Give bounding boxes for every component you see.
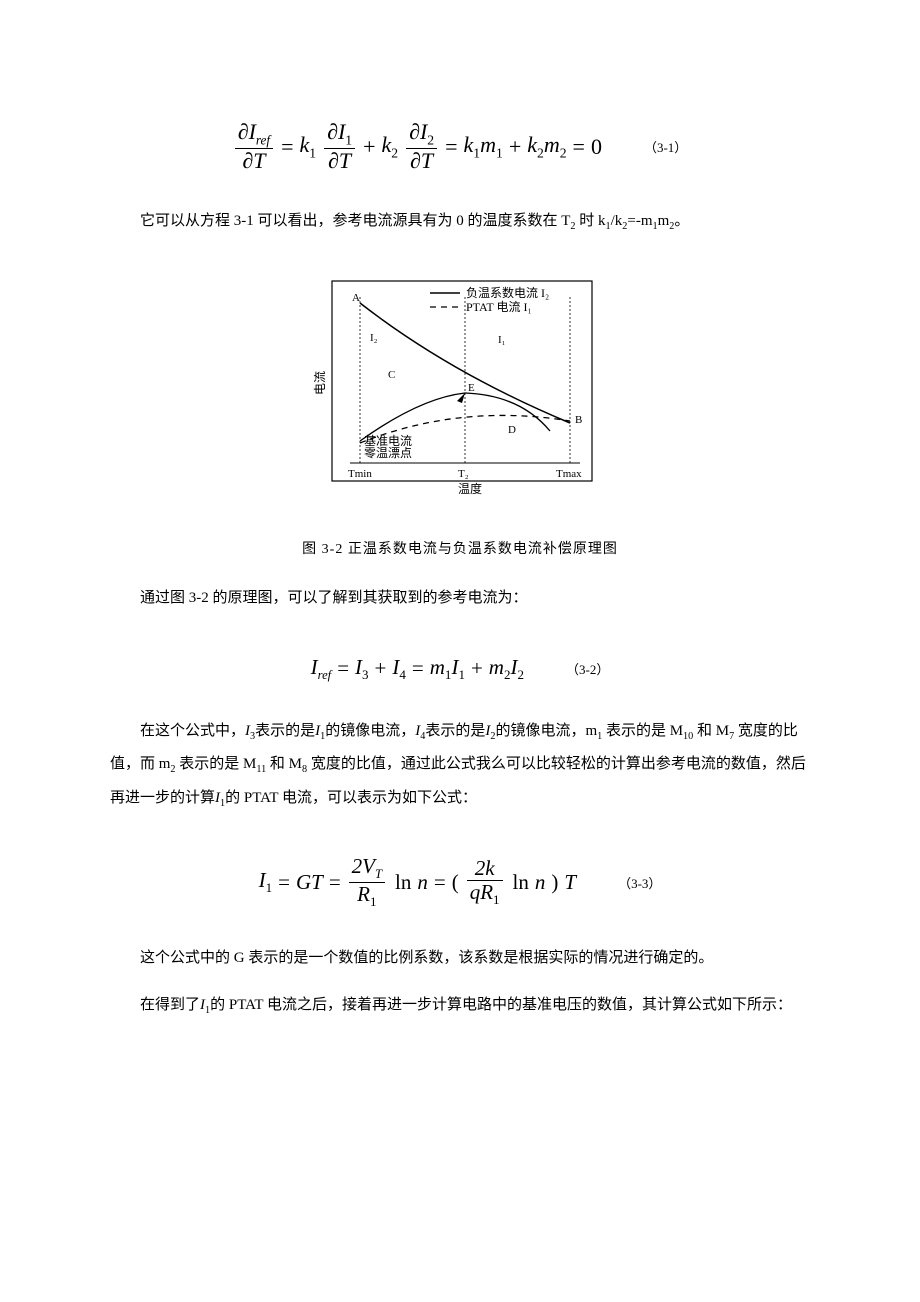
p5-b: 的 PTAT 电流之后，接着再进一步计算电路中的基准电压的数值，其计算公式如下所…: [210, 997, 792, 1013]
ylabel: 电流: [313, 371, 327, 395]
ptA: A: [352, 292, 360, 304]
paragraph-3: 在这个公式中，I3表示的是I1的镜像电流，I4表示的是I2的镜像电流，m1 表示…: [110, 715, 810, 815]
p3-f: 表示的是 M: [602, 723, 683, 739]
p1-b: 时 k: [576, 213, 606, 229]
eq3-math: I1 = GT = 2VT R1 ln n = ( 2k qR1 ln n)T: [259, 855, 576, 910]
figure-caption: 图 3-2 正温系数电流与负温系数电流补偿原理图: [110, 538, 810, 558]
legend-1: 负温系数电流 I₂: [466, 285, 549, 300]
equation-3-1: ∂Iref ∂T = k1 ∂I1 ∂T + k2 ∂I2 ∂T = k1m1 …: [110, 120, 810, 173]
x2: T₂: [458, 468, 469, 480]
paragraph-5: 在得到了I1的 PTAT 电流之后，接着再进一步计算电路中的基准电压的数值，其计…: [110, 989, 810, 1022]
p1-d: =-m: [627, 213, 652, 229]
paragraph-2: 通过图 3-2 的原理图，可以了解到其获取到的参考电流为：: [110, 582, 810, 615]
p1-c: /k: [611, 213, 623, 229]
equation-3-2: Iref = I3 + I4 = m1I1 + m2I2 （3-2）: [110, 655, 810, 683]
ptD: D: [508, 424, 516, 436]
eq2-math: Iref = I3 + I4 = m1I1 + m2I2: [311, 655, 524, 683]
p5-a: 在得到了: [140, 997, 200, 1013]
note-2: 零温漂点: [364, 446, 412, 460]
p3-a: 在这个公式中，: [140, 723, 245, 739]
ptB: B: [575, 414, 582, 426]
p3-i: 表示的是 M: [176, 756, 257, 772]
paragraph-1: 它可以从方程 3-1 可以看出，参考电流源具有为 0 的温度系数在 T2 时 k…: [110, 205, 810, 238]
p3-c: 的镜像电流，: [325, 723, 415, 739]
ptE: E: [468, 382, 475, 394]
xmax: Tmax: [556, 468, 582, 480]
eq1-label: （3-1）: [644, 137, 687, 156]
eq2-label: （3-2）: [566, 659, 609, 678]
p3-g: 和 M: [693, 723, 729, 739]
p3-b: 表示的是: [255, 723, 315, 739]
p3-j: 和 M: [266, 756, 302, 772]
ptC: C: [388, 369, 395, 381]
lbl-I1: I₁: [498, 334, 506, 346]
legend-2: PTAT 电流 I₁: [466, 300, 532, 314]
eq1-math: ∂Iref ∂T = k1 ∂I1 ∂T + k2 ∂I2 ∂T = k1m1 …: [233, 120, 602, 173]
p3-d: 表示的是: [425, 723, 485, 739]
lbl-I2: I₂: [370, 332, 378, 344]
xlabel: 温度: [458, 481, 482, 496]
xmin: Tmin: [348, 468, 372, 480]
equation-3-3: I1 = GT = 2VT R1 ln n = ( 2k qR1 ln n)T …: [110, 855, 810, 910]
figure-3-2: A B C D E I₂ I₁ 负温系数电流 I₂ PTAT 电流 I₁ 基准电…: [110, 273, 810, 518]
p1-a: 它可以从方程 3-1 可以看出，参考电流源具有为 0 的温度系数在 T: [140, 213, 570, 229]
paragraph-4: 这个公式中的 G 表示的是一个数值的比例系数，该系数是根据实际的情况进行确定的。: [110, 942, 810, 975]
eq3-label: （3-3）: [618, 873, 661, 892]
p1-e: m: [658, 213, 670, 229]
p3-l: 的 PTAT 电流，可以表示为如下公式：: [225, 790, 477, 806]
figure-svg: A B C D E I₂ I₁ 负温系数电流 I₂ PTAT 电流 I₁ 基准电…: [310, 273, 610, 513]
p3-e: 的镜像电流，m: [495, 723, 597, 739]
p1-f: 。: [674, 213, 689, 229]
